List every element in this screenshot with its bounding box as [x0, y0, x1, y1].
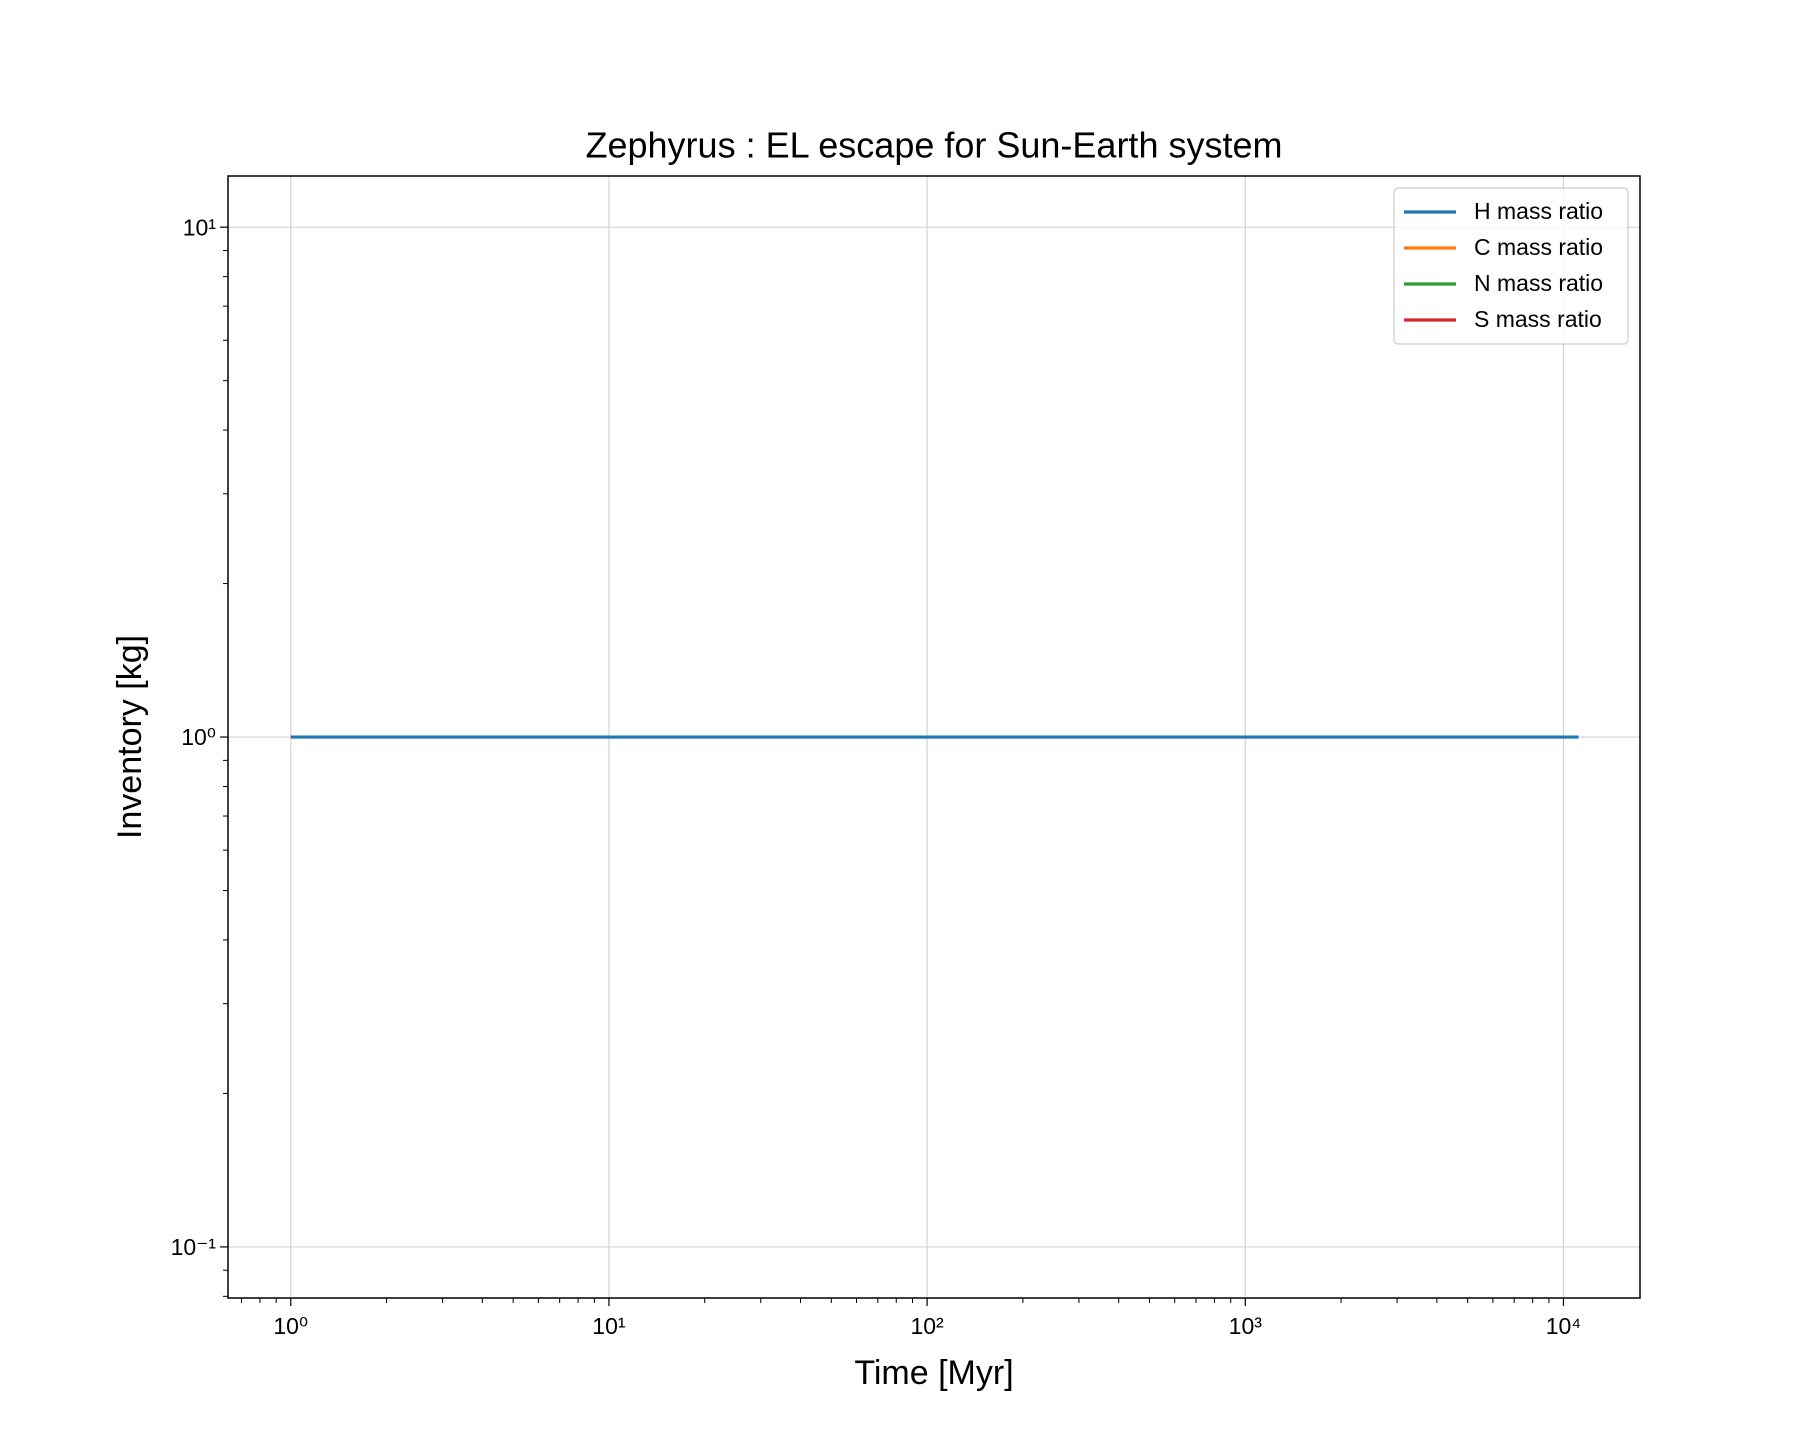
legend-label: C mass ratio [1474, 234, 1603, 260]
legend-label: S mass ratio [1474, 306, 1602, 332]
x-tick-label: 10¹ [592, 1313, 626, 1339]
x-tick-label: 10³ [1229, 1313, 1263, 1339]
y-tick-label: 10⁰ [181, 724, 216, 750]
plot-frame [227, 175, 1641, 1299]
x-tick-label: 10⁰ [273, 1313, 308, 1339]
y-tick-label: 10⁻¹ [171, 1234, 217, 1260]
x-tick-label: 10⁴ [1546, 1313, 1581, 1339]
legend-label: H mass ratio [1474, 198, 1603, 224]
y-axis-label: Inventory [kg] [111, 635, 149, 839]
x-axis-label: Time [Myr] [854, 1354, 1013, 1392]
legend-label: N mass ratio [1474, 270, 1603, 296]
y-tick-label: 10¹ [183, 214, 217, 240]
legend-box [1393, 187, 1629, 345]
chart-title: Zephyrus : EL escape for Sun-Earth syste… [586, 125, 1283, 166]
x-tick-label: 10² [910, 1313, 944, 1339]
